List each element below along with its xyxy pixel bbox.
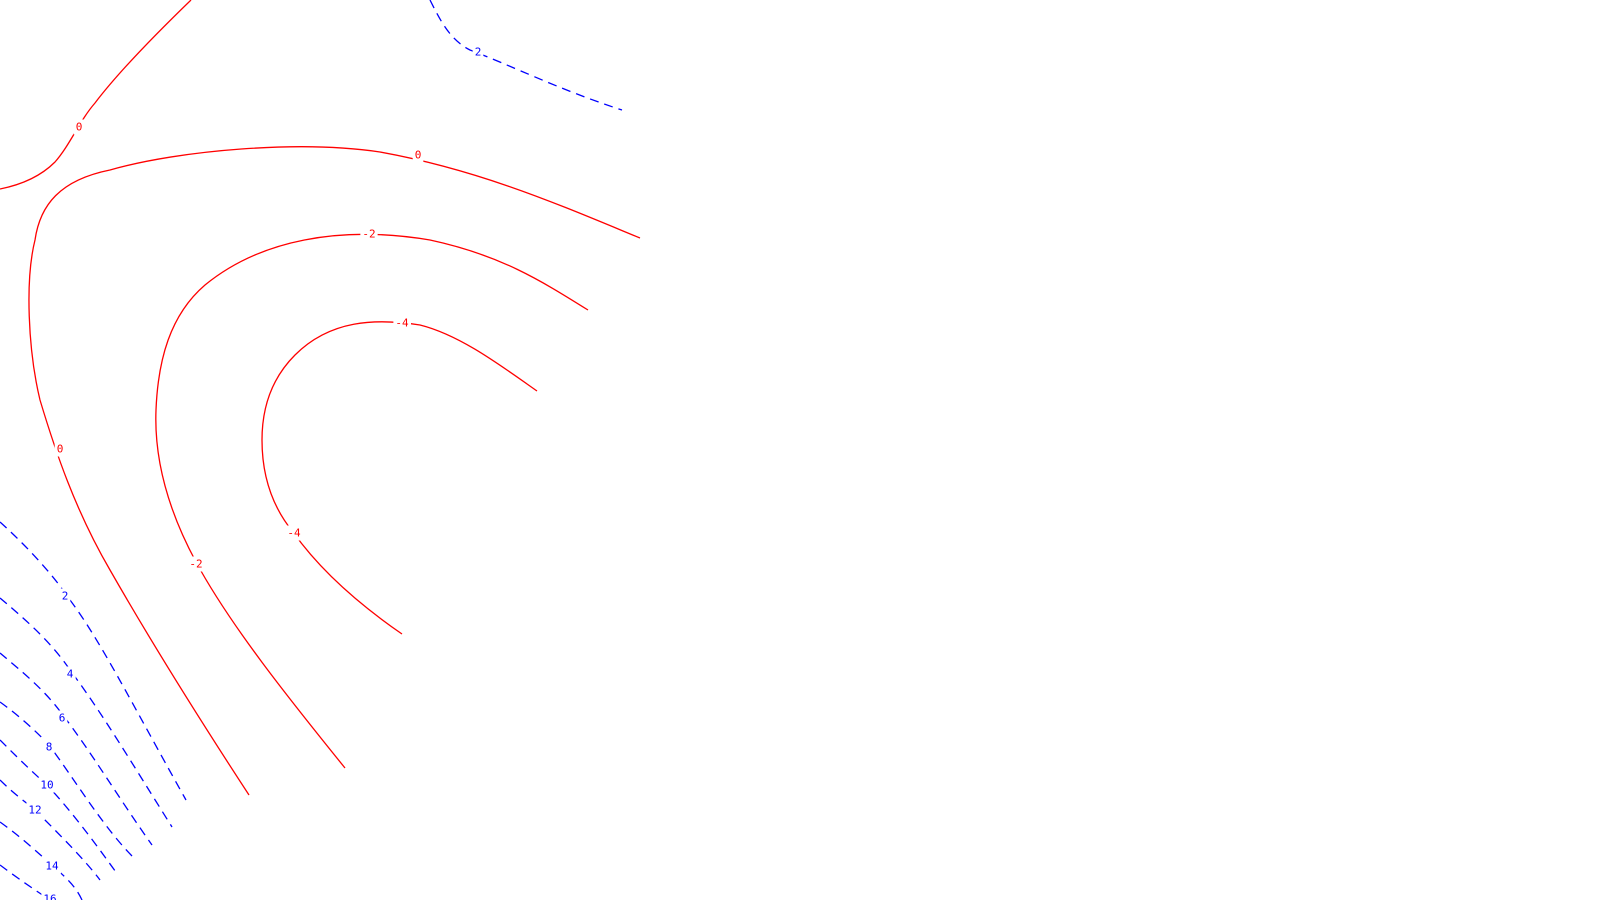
- contour-line-level-16: [0, 864, 51, 900]
- contour-label-gap: [43, 858, 61, 874]
- contour-label: 2: [62, 590, 69, 603]
- contour-label: -2: [362, 228, 375, 241]
- contour-label-gap: [43, 739, 55, 755]
- contour-label: 16: [43, 893, 56, 900]
- contour-label-gap: [360, 226, 378, 242]
- contour-label-gap: [64, 666, 76, 682]
- contour-labels: 0 0 0 -2 -2 -4 -4 2 2 4 6 8 10 12 14 16: [26, 44, 484, 900]
- contour-label: 10: [40, 779, 53, 792]
- contour-label: 12: [28, 804, 41, 817]
- contour-line-level-2: [429, 0, 623, 111]
- contour-label-gap: [54, 441, 66, 457]
- contour-lines: [0, 0, 641, 900]
- contour-label: -4: [395, 317, 409, 330]
- contour-label-gap: [472, 44, 484, 60]
- contour-label: 0: [57, 443, 64, 456]
- contour-line-level-0: [0, 0, 192, 190]
- contour-label-gap: [393, 315, 411, 331]
- contour-label-gap: [187, 556, 205, 572]
- contour-label: 2: [475, 46, 482, 59]
- contour-line-level-neg2: [155, 233, 589, 769]
- contour-label: -4: [287, 527, 301, 540]
- contour-label: 14: [45, 860, 59, 873]
- contour-line-level-6: [0, 652, 153, 846]
- contour-line-level-0: [28, 146, 641, 796]
- contour-label-gap: [59, 588, 71, 604]
- contour-label: 6: [59, 712, 66, 725]
- contour-label: 0: [415, 149, 422, 162]
- contour-label-gap: [38, 777, 56, 793]
- contour-label: 8: [46, 741, 53, 754]
- contour-line-level-neg4: [261, 321, 538, 635]
- contour-line-level-8: [0, 701, 137, 861]
- contour-line-level-10: [0, 739, 119, 876]
- contour-label: 4: [67, 668, 74, 681]
- contour-line-level-2: [0, 521, 187, 801]
- contour-label-gap: [73, 119, 85, 135]
- contour-label-gap: [26, 802, 44, 818]
- contour-label-gap: [41, 891, 59, 900]
- contour-line-level-14: [0, 821, 83, 900]
- contour-label: 0: [76, 121, 83, 134]
- contour-label-gap: [285, 525, 303, 541]
- contour-label: -2: [189, 558, 202, 571]
- contour-label-gap: [412, 147, 424, 163]
- contour-label-gap: [56, 710, 68, 726]
